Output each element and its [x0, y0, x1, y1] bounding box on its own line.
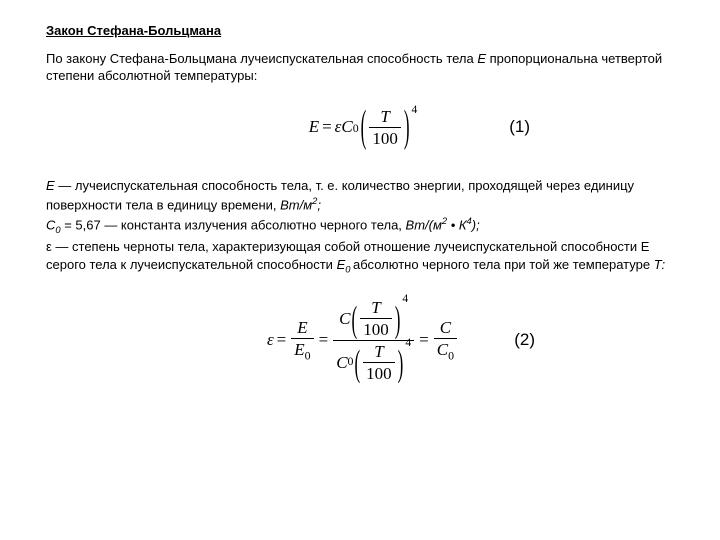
- equation-2-row: ε = E E0 = C ( T 100 ) 4 C0 (: [46, 290, 680, 390]
- def-l3c: = 5,67 — константа излучения абсолютно ч…: [61, 217, 406, 232]
- eq2-frac-EE0: E E0: [291, 319, 313, 362]
- intro-variable-e: Е: [477, 51, 486, 66]
- eq2-den-inner-frac: T 100: [363, 343, 395, 382]
- eq2-den-T: T: [371, 343, 386, 362]
- eq2-den-lp: (: [355, 345, 361, 382]
- eq2-den-pow: 4: [405, 337, 411, 349]
- equation-1: E = ε C 0 ( T 100 ) 4: [309, 108, 418, 147]
- eq2-E0-den: E0: [291, 338, 313, 362]
- eq2-equals-2: =: [319, 329, 329, 352]
- eq2-num-pow: 4: [402, 293, 408, 305]
- eq2-E-num: E: [294, 319, 310, 338]
- def-l3h: );: [472, 217, 480, 232]
- def-l2d: ;: [317, 198, 321, 213]
- def-C: С: [46, 217, 55, 232]
- def-line-3: С0 = 5,67 — константа излучения абсолютн…: [46, 215, 680, 237]
- def-l2b: Вт/м: [280, 198, 312, 213]
- eq1-fraction: T 100: [369, 108, 401, 147]
- eq2-den-C0: C: [336, 354, 347, 371]
- def-l5d: абсолютно черного тела при той же темпер…: [353, 257, 654, 272]
- def-l3d: Вт/(м: [406, 217, 442, 232]
- eq2-num-lp: (: [352, 301, 358, 338]
- eq2-CC0-sub: 0: [448, 348, 454, 362]
- def-line-1: Е — лучеиспускательная способность тела,…: [46, 177, 680, 195]
- eq1-power: 4: [412, 102, 418, 118]
- def-l5c: 0: [345, 265, 353, 275]
- intro-paragraph: По закону Стефана-Больцмана лучеиспускат…: [46, 50, 680, 85]
- eq2-num-100: 100: [360, 318, 392, 338]
- eq2-big-fraction: C ( T 100 ) 4 C0 ( T 100 ) 4: [333, 299, 414, 382]
- def-l5b: Е: [337, 257, 346, 272]
- eq1-C-sub: 0: [353, 120, 359, 136]
- eq2-num-C: C: [339, 310, 350, 327]
- eq1-denominator: 100: [369, 127, 401, 147]
- eq2-num-rp: ): [395, 301, 401, 338]
- eq2-eps: ε: [267, 329, 274, 352]
- def-l3f: • К: [447, 217, 466, 232]
- eq2-big-den: C0 ( T 100 ) 4: [333, 340, 414, 382]
- eq1-E: E: [309, 116, 319, 139]
- eq2-E0-sub: 0: [305, 348, 311, 362]
- eq2-num-inner-frac: T 100: [360, 299, 392, 338]
- eq2-num-T: T: [368, 299, 383, 318]
- eq2-den-100: 100: [363, 362, 395, 382]
- def-l5e: Т:: [654, 257, 665, 272]
- def-E: Е: [46, 178, 55, 193]
- eq2-CC0-den: C0: [434, 338, 457, 362]
- eq2-CC0-num: C: [437, 319, 454, 338]
- equation-1-row: E = ε C 0 ( T 100 ) 4 (1): [46, 103, 680, 153]
- eq2-frac-CC0: C C0: [434, 319, 457, 362]
- section-heading: Закон Стефана-Больцмана: [46, 22, 680, 40]
- def-l1b: — лучеиспускательная способность тела, т…: [55, 178, 634, 193]
- definitions-block: Е — лучеиспускательная способность тела,…: [46, 177, 680, 277]
- eq1-rparen: ): [404, 99, 410, 159]
- equation-1-label: (1): [509, 116, 530, 139]
- eq2-E0: E: [294, 340, 304, 359]
- def-line-2: поверхности тела в единицу времени, Вт/м…: [46, 195, 680, 214]
- eq2-big-num: C ( T 100 ) 4: [336, 299, 411, 340]
- eq2-den-rp: ): [398, 345, 404, 382]
- eq1-equals: =: [322, 116, 332, 139]
- def-line-4: ε — степень черноты тела, характеризующа…: [46, 238, 680, 256]
- eq1-eps: ε: [335, 116, 342, 139]
- intro-text-a: По закону Стефана-Больцмана лучеиспускат…: [46, 51, 477, 66]
- equation-2-label: (2): [514, 329, 535, 352]
- equation-2: ε = E E0 = C ( T 100 ) 4 C0 (: [267, 299, 459, 382]
- def-line-5: серого тела к лучеиспускательной способн…: [46, 256, 680, 276]
- eq1-lparen: (: [361, 99, 367, 159]
- eq2-equals-1: =: [277, 329, 287, 352]
- eq2-den-C0-sub: 0: [348, 356, 354, 368]
- eq2-equals-3: =: [419, 329, 429, 352]
- def-l2a: поверхности тела в единицу времени,: [46, 198, 280, 213]
- eq2-CC0-C0: C: [437, 340, 448, 359]
- eq1-numerator: T: [377, 108, 392, 127]
- eq1-C: C: [341, 116, 352, 139]
- def-l5a: серого тела к лучеиспускательной способн…: [46, 257, 337, 272]
